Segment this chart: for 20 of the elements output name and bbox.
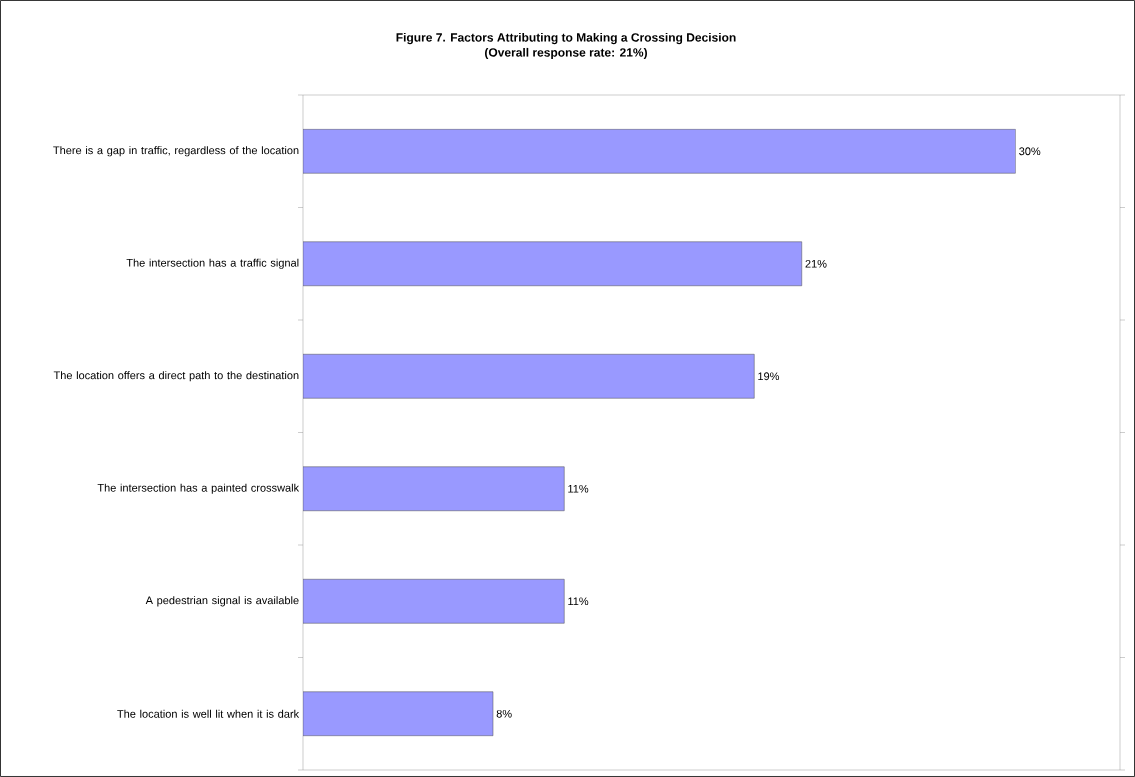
data-label: 11% bbox=[568, 597, 589, 606]
data-label: 30% bbox=[1019, 147, 1041, 156]
bar bbox=[303, 691, 494, 737]
bar bbox=[303, 579, 565, 624]
bar bbox=[303, 129, 1016, 174]
y-tick-label: The intersection has a painted crosswalk bbox=[97, 483, 300, 494]
data-label: 11% bbox=[568, 484, 589, 493]
chart-subtitle: (Overall response rate: 21%) bbox=[485, 47, 647, 60]
data-label: 8% bbox=[496, 709, 512, 718]
chart-title: Figure 7. Factors Attributing to Making a Crossing Decision bbox=[396, 32, 736, 45]
y-tick-label: The location offers a direct path to the destination bbox=[53, 371, 299, 382]
bar bbox=[303, 354, 755, 399]
data-label: 19% bbox=[758, 372, 780, 381]
y-tick-label: The location is well lit when it is dark bbox=[117, 709, 300, 718]
y-tick-label: A pedestrian signal is available bbox=[145, 596, 299, 607]
data-label: 21% bbox=[805, 259, 827, 268]
bar bbox=[303, 241, 803, 286]
y-tick-label: There is a gap in traffic, regardless of the location bbox=[53, 146, 299, 157]
y-tick-label: The intersection has a traffic signal bbox=[126, 258, 299, 269]
bar bbox=[303, 466, 565, 512]
